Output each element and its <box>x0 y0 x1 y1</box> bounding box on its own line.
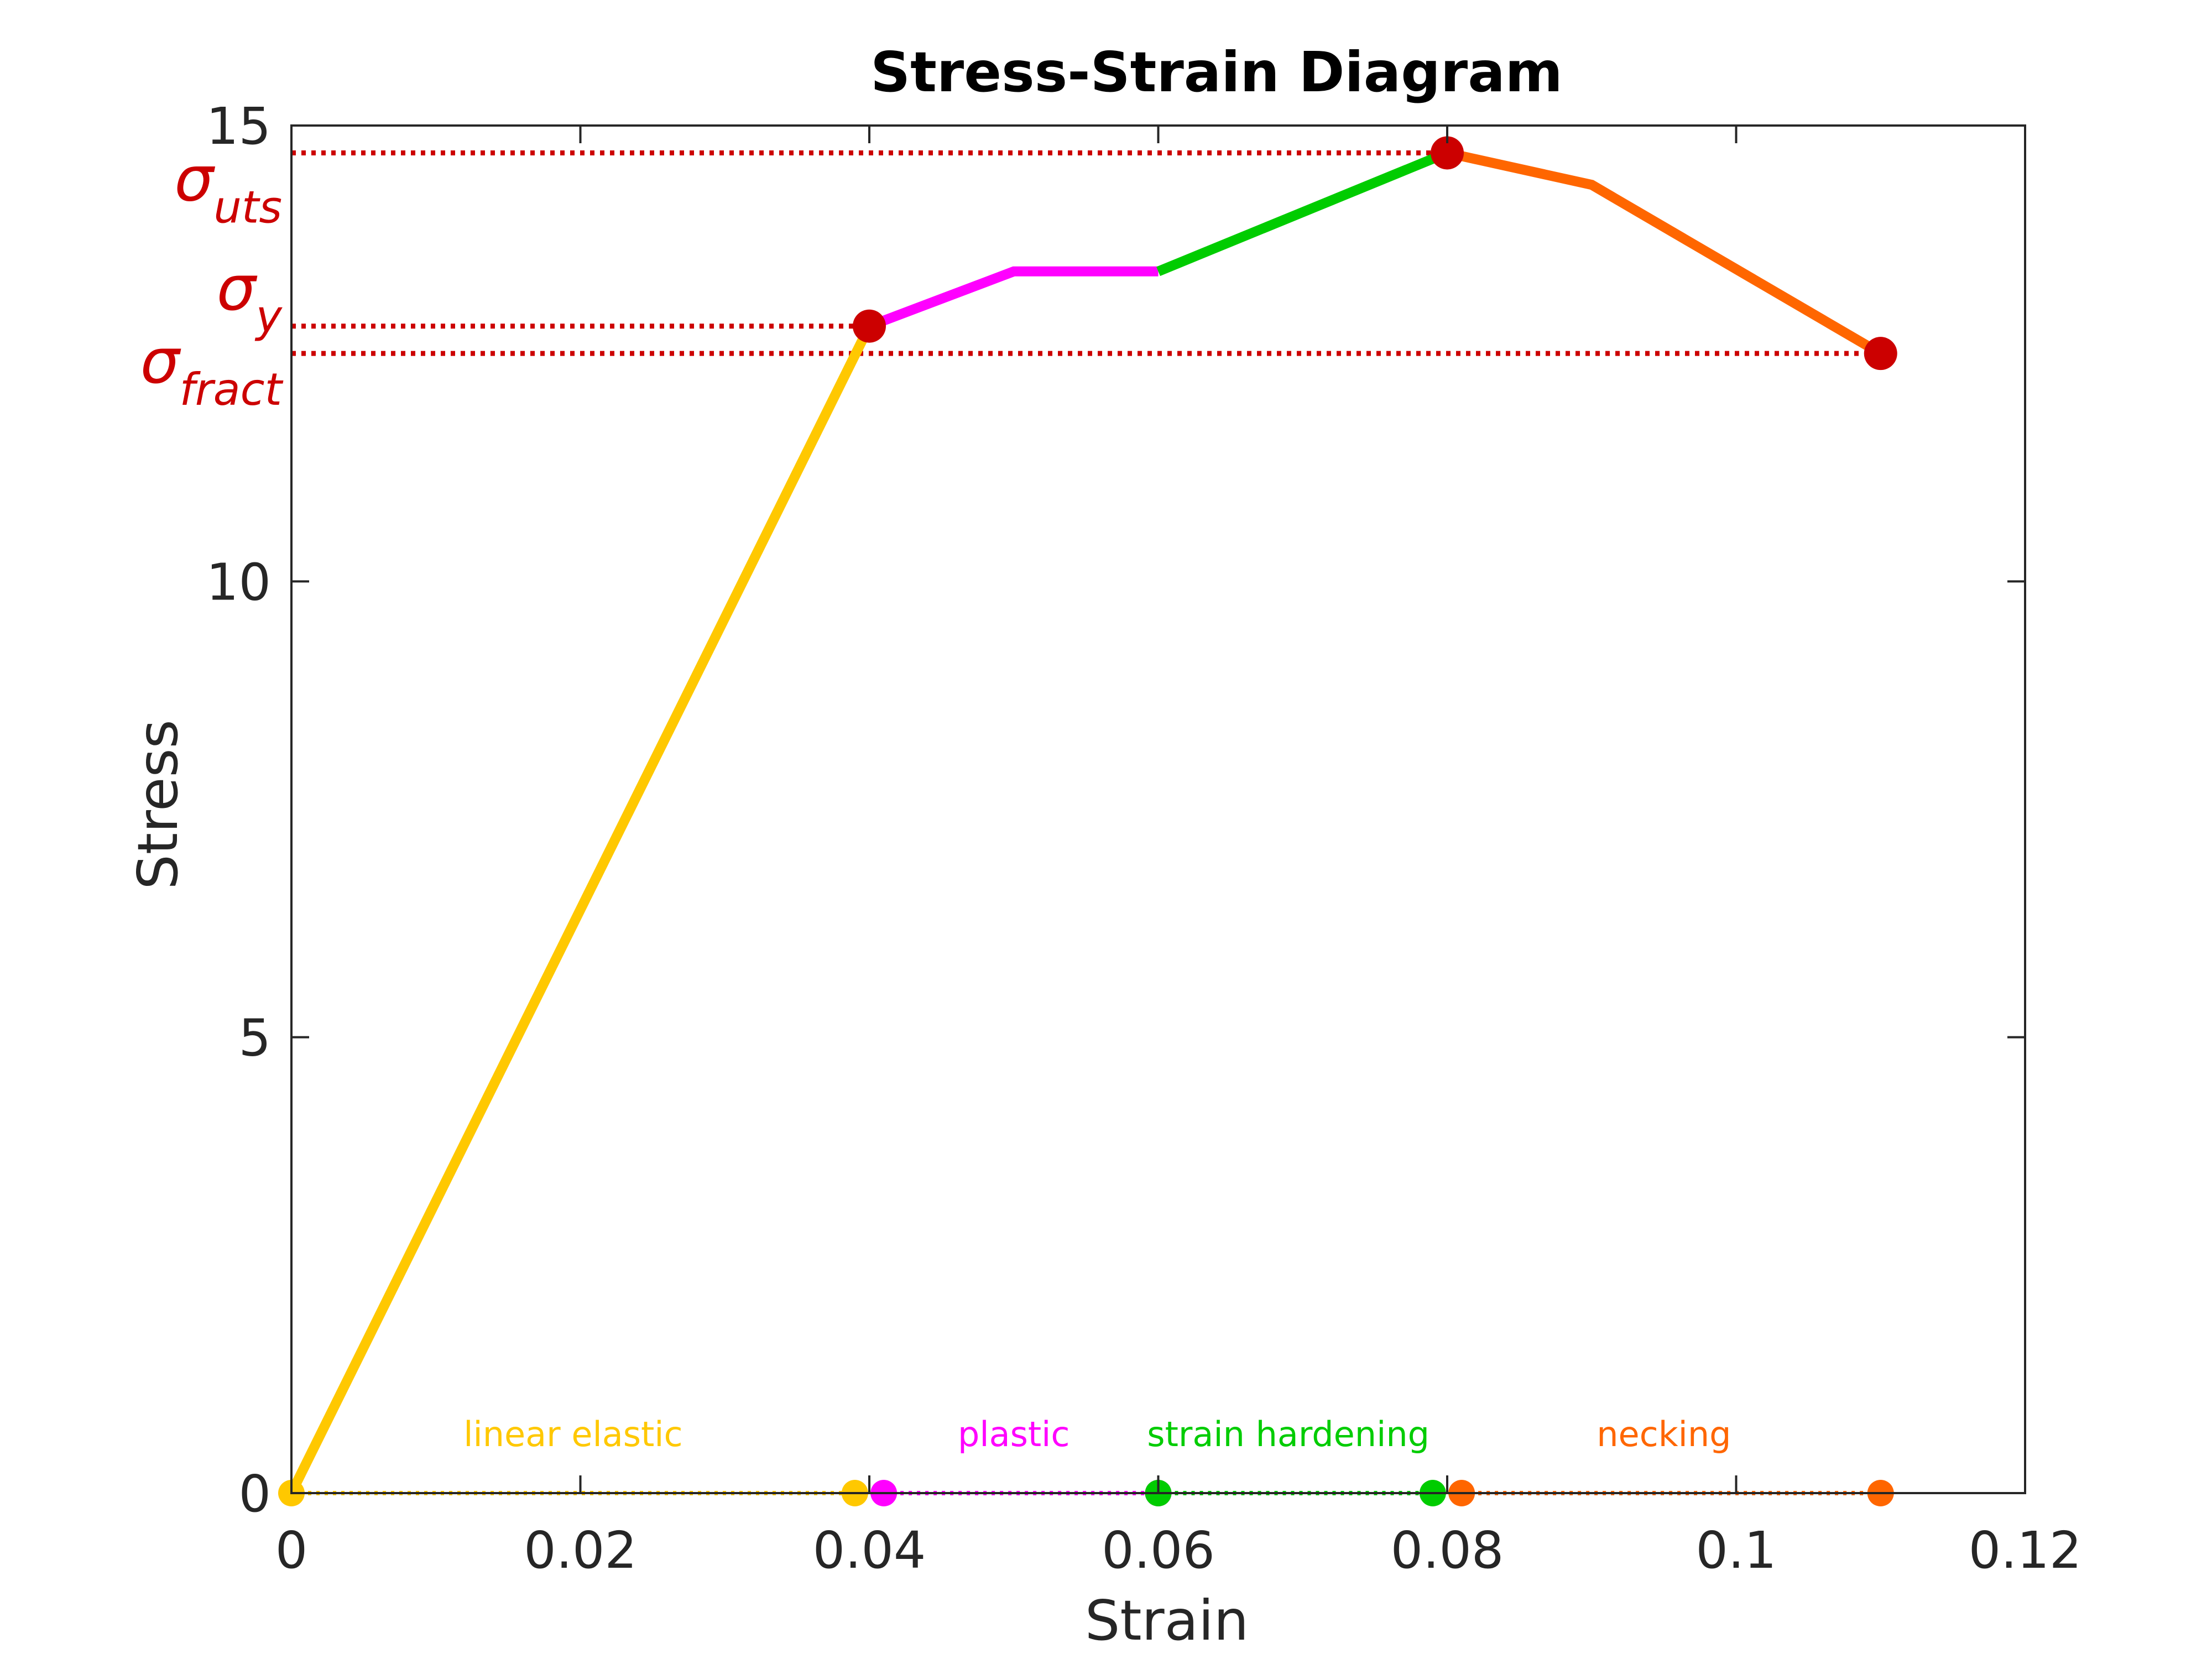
region-label-3: strain hardening <box>1147 1414 1430 1454</box>
stress-label-subscript: uts <box>213 181 282 233</box>
region-label-4: necking <box>1597 1414 1731 1454</box>
x-tick-label: 0.1 <box>1695 1521 1776 1580</box>
series-line-4 <box>1446 148 1884 358</box>
series-line-1 <box>286 324 874 1495</box>
y-tick-label: 0 <box>238 1464 271 1524</box>
reference-lines <box>291 150 1881 356</box>
stress-label-subscript: fract <box>180 364 284 415</box>
stress-label-symbol: σ <box>140 326 181 398</box>
y-axis-label: Stress <box>126 719 190 889</box>
key-point-2 <box>1431 136 1464 170</box>
stress-label-3: σfract <box>140 326 284 415</box>
region-label-2: plastic <box>958 1414 1070 1454</box>
stress-label-symbol: σ <box>217 253 258 325</box>
x-tick-label: 0.08 <box>1391 1521 1504 1580</box>
x-tick-label: 0.06 <box>1102 1521 1215 1580</box>
x-tick-label: 0.04 <box>813 1521 926 1580</box>
stress-label-1: σuts <box>174 143 282 233</box>
series-line-3 <box>1156 148 1449 276</box>
y-tick-label: 10 <box>206 552 271 612</box>
y-tick-label: 15 <box>206 97 271 156</box>
stress-label-2: σy <box>217 253 283 342</box>
key-point-3 <box>1864 337 1897 371</box>
stress-label-symbol: σ <box>174 143 215 215</box>
x-tick-label: 0 <box>275 1521 308 1580</box>
y-tick-label: 5 <box>238 1009 271 1068</box>
axes: 0 0.02 0.04 0.06 0.08 0.1 0.12 0 5 10 15 <box>206 97 2082 1580</box>
key-point-1 <box>853 309 886 343</box>
x-tick-label: 0.12 <box>1969 1521 2082 1580</box>
key-points <box>853 136 1897 371</box>
stress-label-subscript: y <box>255 291 283 342</box>
x-tick-label: 0.02 <box>524 1521 637 1580</box>
series-line-2 <box>867 266 1159 331</box>
x-axis-label: Strain <box>1085 1588 1249 1653</box>
series-lines <box>286 148 1884 1495</box>
chart-title: Stress-Strain Diagram <box>870 40 1563 105</box>
region-label-1: linear elastic <box>463 1414 682 1454</box>
